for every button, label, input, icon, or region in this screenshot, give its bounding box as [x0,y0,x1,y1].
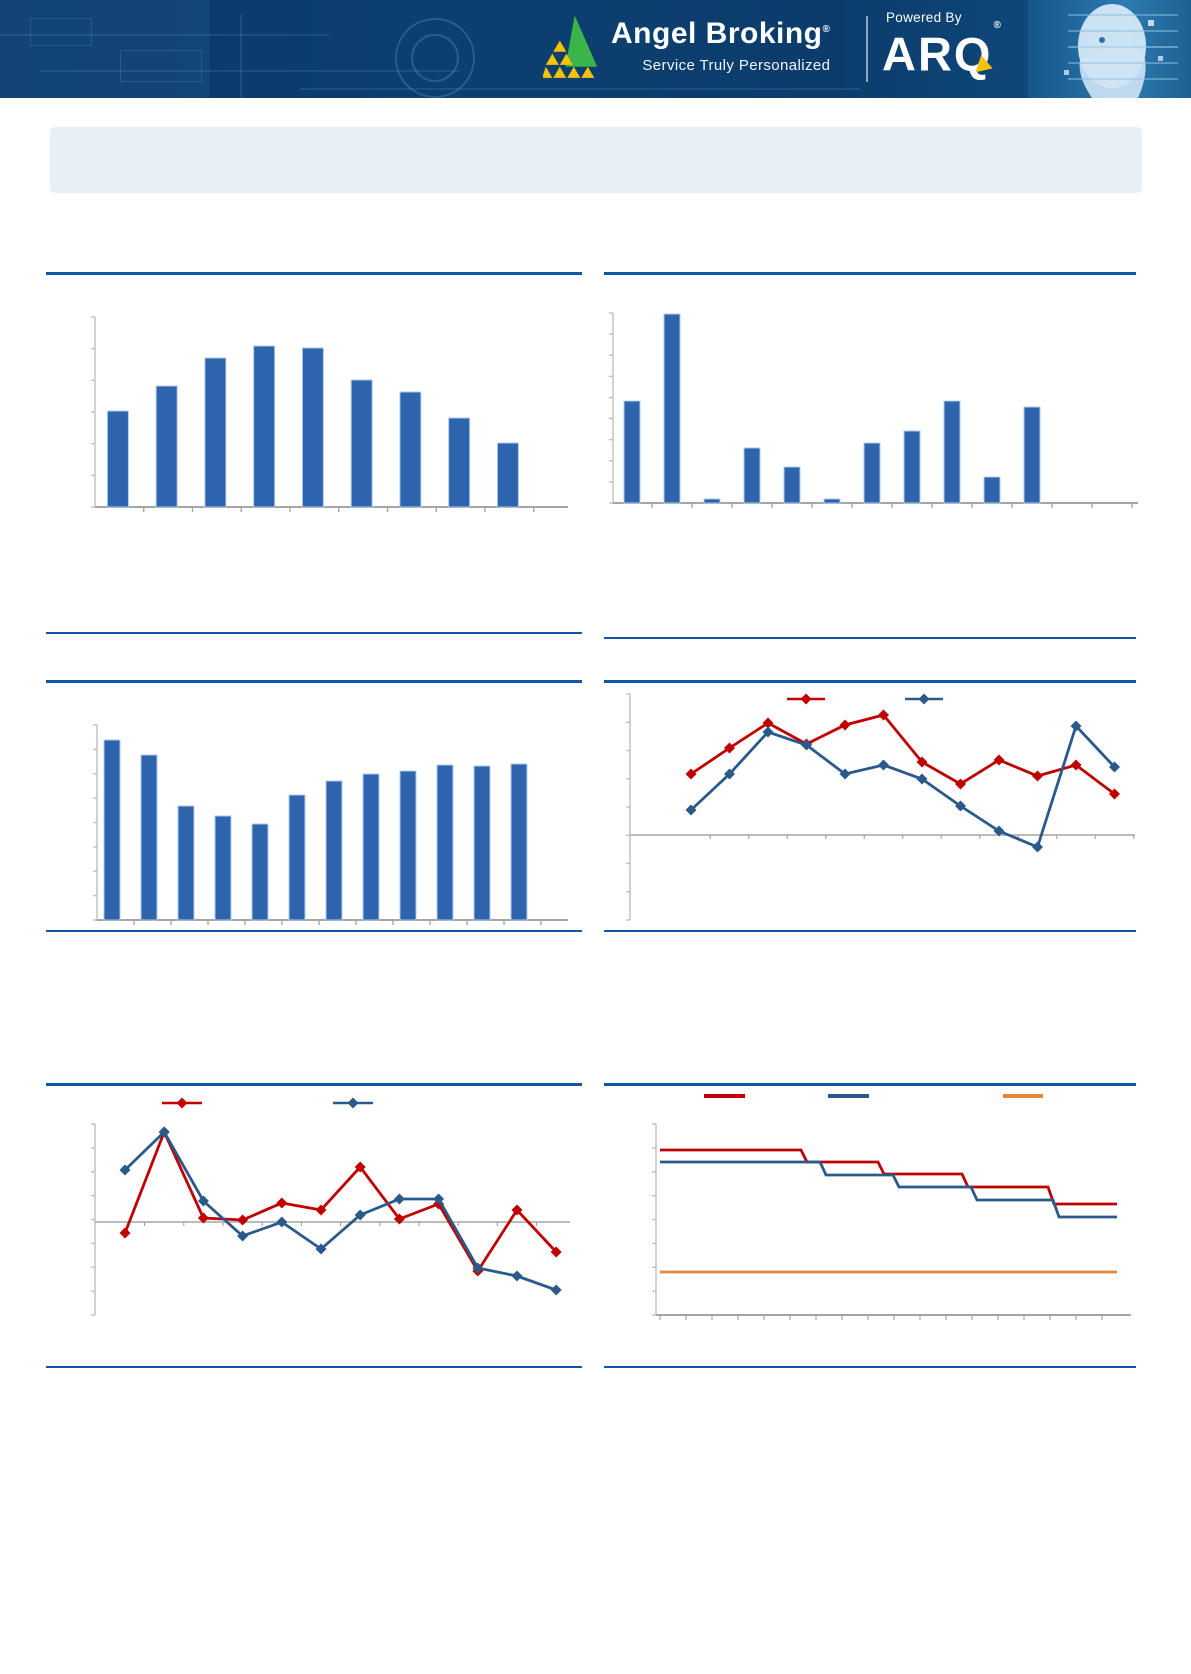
header-gear-icon [411,34,459,82]
brand-text: Angel Broking® Service Truly Personalize… [611,13,830,74]
chart-2-bar-chart [604,272,1140,637]
powered-by-label: Powered By [886,10,962,25]
header-pattern-line [0,34,330,36]
header-pattern-square [120,50,202,82]
header-pattern-line [240,14,242,98]
brand-name: Angel Broking® [611,17,831,50]
panel-bottom-rule [604,1366,1136,1368]
chart-5-line-chart [46,1083,582,1368]
brand-tagline: Service Truly Personalized [642,57,831,74]
chart-panel-3 [46,680,582,932]
panel-title-rule [46,1083,582,1086]
panel-bottom-rule [46,930,582,932]
chart-panel-5 [46,1083,582,1368]
chart-panel-4 [604,680,1136,932]
ai-head-icon [1064,4,1178,98]
ai-head-panel [1028,0,1191,98]
header-pattern-block [0,0,210,98]
chart-panel-1 [46,272,582,634]
chart-4-line-chart [604,680,1140,932]
arq-reg-mark: ® [993,20,1003,31]
brand-block: Angel Broking® Service Truly Personalize… [543,13,830,87]
arq-wordmark: ARQ® [882,20,1003,81]
header-banner: Angel Broking® Service Truly Personalize… [0,0,1191,98]
panel-title-rule [604,1083,1136,1086]
arq-logo: Powered By ARQ® [882,10,1012,80]
angel-broking-logo-icon [543,13,599,85]
panel-title-rule [46,272,582,275]
header-pattern-square [30,18,92,46]
panel-title-rule [604,272,1136,275]
header-gear-icon [395,18,475,98]
chart-3-bar-chart [46,680,582,932]
brand-reg-mark: ® [822,24,831,35]
chart-panel-6 [604,1083,1136,1368]
chart-panel-2 [604,272,1138,639]
report-title-box [50,127,1142,193]
panel-bottom-rule [604,930,1136,932]
panel-bottom-rule [46,632,582,634]
panel-bottom-rule [604,637,1136,639]
panel-title-rule [46,680,582,683]
panel-bottom-rule [46,1366,582,1368]
header-pattern-line [40,70,460,72]
panel-title-rule [604,680,1136,683]
chart-1-bar-chart [46,272,582,637]
header-pattern-line [300,88,860,90]
logo-divider [866,16,868,82]
chart-6-step-chart [604,1083,1140,1368]
